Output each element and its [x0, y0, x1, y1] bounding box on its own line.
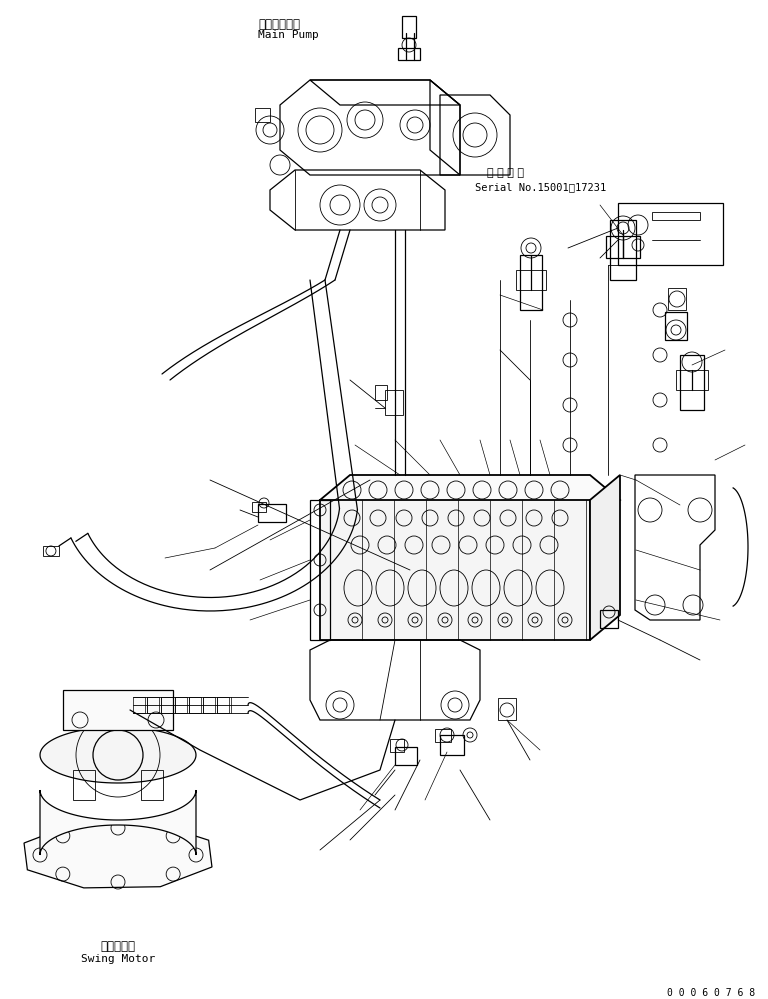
Bar: [141, 770, 163, 800]
Bar: [217, 697, 229, 713]
Bar: [606, 236, 640, 258]
Text: メインポンプ: メインポンプ: [258, 18, 300, 31]
Bar: [63, 690, 173, 730]
Polygon shape: [590, 475, 620, 640]
Bar: [73, 770, 95, 800]
Polygon shape: [24, 822, 212, 888]
Bar: [375, 385, 387, 400]
Bar: [498, 698, 516, 720]
Bar: [435, 729, 451, 742]
Text: 適 用 号 機: 適 用 号 機: [487, 168, 524, 178]
Text: Serial No.15001～17231: Serial No.15001～17231: [475, 182, 606, 192]
Bar: [258, 504, 286, 522]
Bar: [43, 546, 59, 556]
Polygon shape: [40, 727, 196, 783]
Bar: [310, 500, 330, 640]
Polygon shape: [40, 790, 196, 855]
Bar: [175, 697, 187, 713]
Bar: [255, 108, 270, 122]
Bar: [133, 697, 145, 713]
Bar: [189, 697, 201, 713]
Bar: [668, 288, 686, 310]
Bar: [618, 203, 723, 265]
Text: 0 0 0 6 0 7 6 8: 0 0 0 6 0 7 6 8: [667, 988, 755, 998]
Bar: [147, 697, 159, 713]
Bar: [161, 697, 173, 713]
Bar: [390, 739, 404, 752]
Text: Main Pump: Main Pump: [258, 30, 319, 40]
Bar: [516, 270, 546, 290]
Bar: [398, 48, 420, 60]
Bar: [520, 255, 542, 310]
Bar: [402, 16, 416, 38]
Bar: [440, 735, 464, 755]
Bar: [203, 697, 215, 713]
Text: 旋回モータ: 旋回モータ: [101, 940, 135, 953]
Bar: [680, 355, 704, 410]
Bar: [395, 747, 417, 765]
Bar: [665, 312, 687, 340]
Bar: [610, 220, 636, 280]
Bar: [385, 390, 403, 415]
Polygon shape: [320, 475, 620, 520]
Bar: [652, 212, 700, 220]
Bar: [600, 610, 618, 628]
Bar: [676, 370, 708, 390]
Bar: [252, 502, 266, 512]
Polygon shape: [320, 500, 590, 640]
Text: Swing Motor: Swing Motor: [81, 954, 155, 964]
